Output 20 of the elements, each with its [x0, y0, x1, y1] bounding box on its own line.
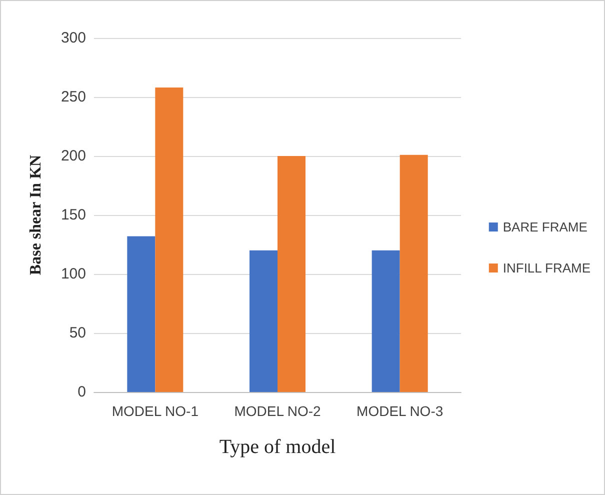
legend-label: BARE FRAME [502, 220, 588, 234]
bar [155, 88, 184, 392]
y-tick-label: 250 [60, 88, 86, 106]
y-tick-label: 300 [60, 30, 86, 46]
x-tick-label: MODEL NO-2 [234, 403, 322, 419]
y-tick-label: 100 [60, 266, 86, 282]
y-axis-title: Base shear In KN [28, 154, 44, 276]
x-tick-label: MODEL NO-3 [356, 403, 444, 419]
bar [127, 236, 156, 392]
x-axis-title: Type of model [219, 436, 336, 458]
x-tick-label: MODEL NO-1 [112, 403, 199, 419]
legend-label: INFILL FRAME [502, 260, 591, 276]
y-tick-label: 50 [69, 324, 86, 342]
bar [400, 154, 428, 392]
y-tick-label: 0 [78, 384, 86, 400]
y-tick-label: 200 [60, 148, 86, 164]
y-tick-label: 150 [60, 206, 86, 224]
bar [372, 250, 400, 392]
bar [250, 250, 278, 392]
bar [278, 156, 306, 392]
